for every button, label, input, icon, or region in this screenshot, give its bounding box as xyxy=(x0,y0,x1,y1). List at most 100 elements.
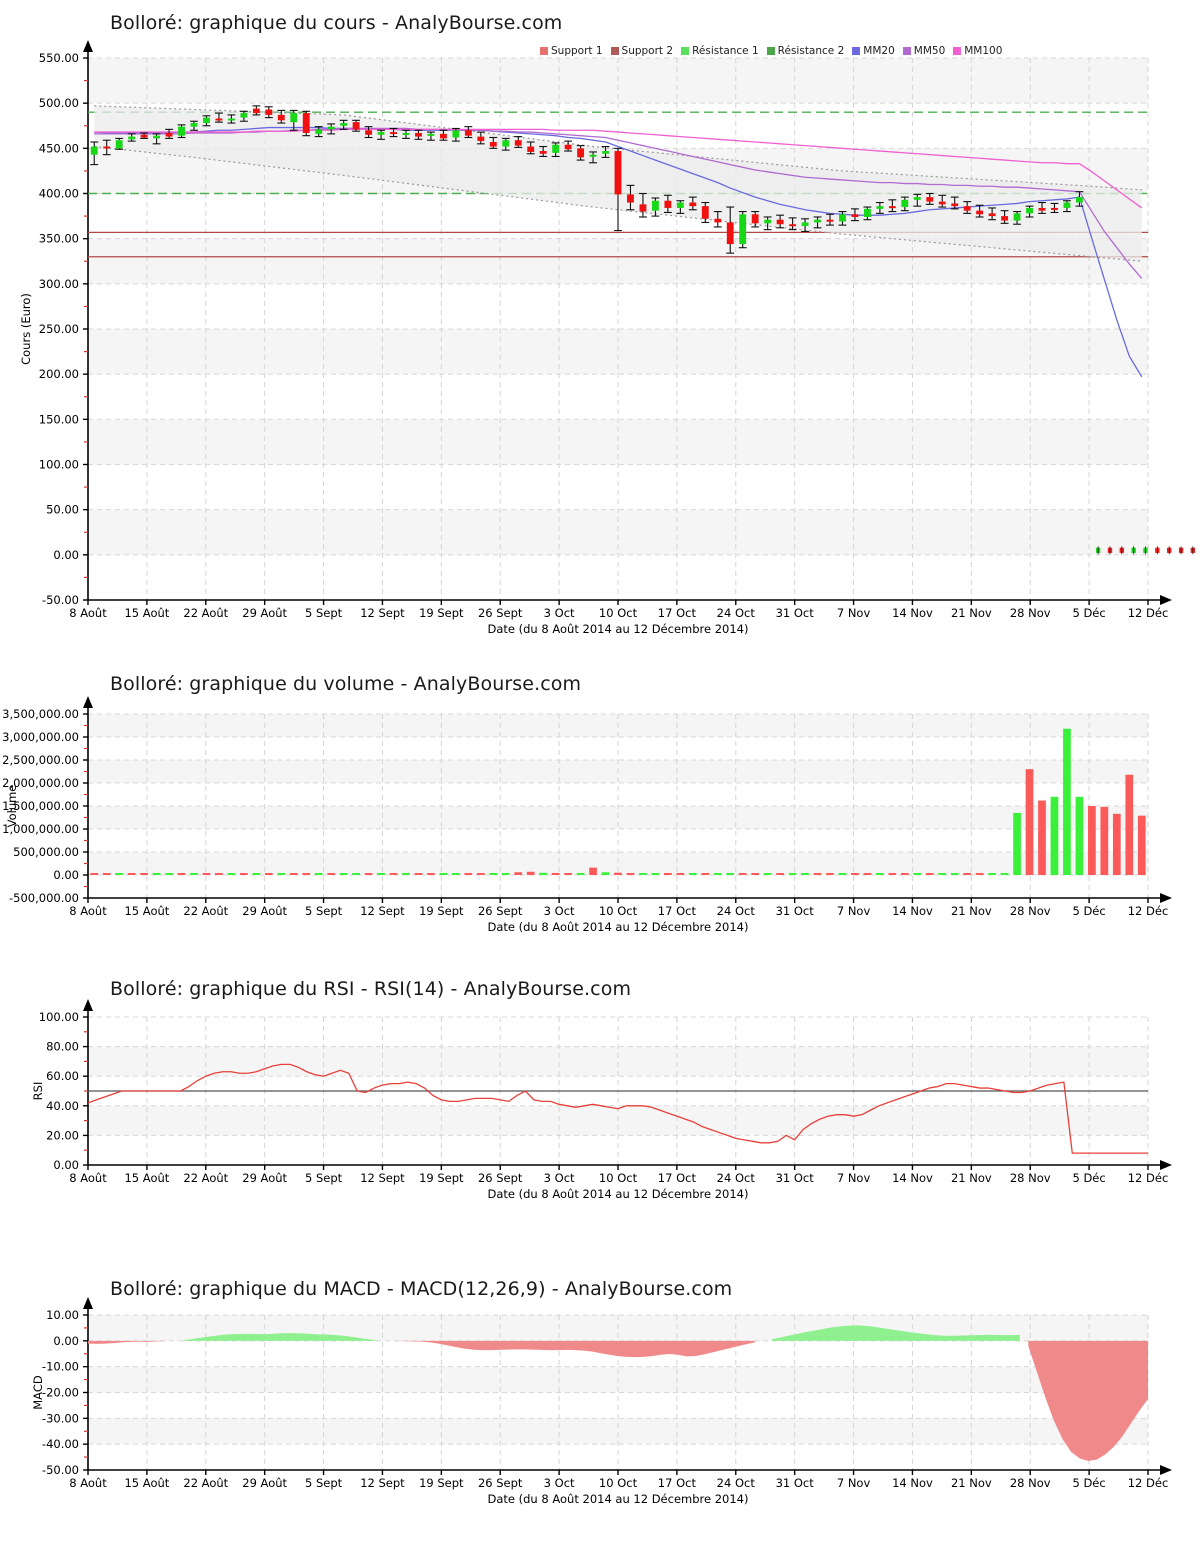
x-axis-tick-label: 7 Nov xyxy=(837,904,871,918)
x-axis-tick-label: 10 Oct xyxy=(599,1171,638,1185)
y-axis-tick-label: 40.00 xyxy=(46,1099,79,1113)
volume-chart-title: Bolloré: graphique du volume - AnalyBour… xyxy=(110,673,582,695)
y-axis-tick-label: 200.00 xyxy=(39,367,79,381)
candle-body xyxy=(1051,207,1058,210)
candle-body xyxy=(726,222,734,245)
candle-body xyxy=(789,224,797,227)
y-axis-tick-label: 80.00 xyxy=(46,1040,79,1054)
legend-item-resistance-1: Résistance 1 xyxy=(681,45,759,57)
volume-bar xyxy=(452,873,460,875)
y-axis-title: MACD xyxy=(31,1375,45,1410)
volume-bar xyxy=(738,873,747,875)
candle-body xyxy=(527,146,535,152)
legend-label-mm100: MM100 xyxy=(964,45,1003,57)
x-axis-tick-label: 8 Août xyxy=(69,904,107,918)
x-axis-tick-label: 26 Sept xyxy=(478,904,523,918)
x-axis-tick-label: 29 Août xyxy=(242,904,287,918)
candle-body xyxy=(814,219,821,223)
candle-body xyxy=(876,206,884,209)
macd-chart-title: Bolloré: graphique du MACD - MACD(12,26,… xyxy=(110,1278,733,1300)
x-axis-tick-label: 5 Sept xyxy=(305,1476,343,1490)
y-axis-tick-label: 0.00 xyxy=(53,868,79,882)
macd-negative-area xyxy=(88,1340,165,1344)
candle-body xyxy=(801,222,809,227)
volume-bar xyxy=(152,873,161,875)
x-axis-tick-label: 12 Déc xyxy=(1128,606,1169,620)
y-axis-tick-label: 100.00 xyxy=(39,458,79,472)
candle-body xyxy=(651,200,659,211)
x-axis-tick-label: 15 Août xyxy=(124,1476,169,1490)
candle-body xyxy=(552,144,560,153)
x-axis-title: Date (du 8 Août 2014 au 12 Décembre 2014… xyxy=(488,622,749,636)
candle-body xyxy=(689,202,697,207)
x-axis-tick-label: 29 Août xyxy=(242,1171,287,1185)
candle-body xyxy=(190,123,198,127)
candle-body xyxy=(427,133,435,136)
candle-body xyxy=(1013,213,1021,221)
legend-label-resistance-2: Résistance 2 xyxy=(777,45,845,57)
volume-bar xyxy=(264,873,273,875)
y-axis-tick-label: 100.00 xyxy=(39,1010,79,1024)
candle-body xyxy=(502,140,510,147)
x-axis-tick-label: 19 Sept xyxy=(419,1171,464,1185)
x-axis-tick-label: 22 Août xyxy=(183,1171,228,1185)
volume-bar xyxy=(1000,873,1009,875)
volume-bar xyxy=(1050,796,1059,875)
volume-bar xyxy=(115,873,124,875)
x-axis-title: Date (du 8 Août 2014 au 12 Décembre 2014… xyxy=(488,1492,749,1506)
legend-swatch-support-2 xyxy=(610,47,619,55)
candle-body xyxy=(751,214,759,224)
rsi-chart-title: Bolloré: graphique du RSI - RSI(14) - An… xyxy=(110,978,632,1000)
macd-chart-svg: -50.00 -40.00 -30.00 -20.00 -10.00 0.00 10.00 8… xyxy=(31,1297,1172,1506)
candle-body xyxy=(926,197,934,202)
volume-bar xyxy=(539,872,548,875)
x-axis-tick-label: 31 Oct xyxy=(776,1171,815,1185)
volume-bar xyxy=(888,873,897,875)
x-axis-title: Date (du 8 Août 2014 au 12 Décembre 2014… xyxy=(488,1187,749,1201)
x-axis-tick-label: 29 Août xyxy=(242,606,287,620)
x-axis-tick-label: 28 Nov xyxy=(1010,904,1051,918)
x-axis-tick-label: 24 Oct xyxy=(717,1171,756,1185)
candle-body xyxy=(577,148,585,158)
x-axis-tick-label: 19 Sept xyxy=(419,1476,464,1490)
legend-label-support-1: Support 1 xyxy=(551,45,603,57)
candle-body xyxy=(265,109,273,115)
legend-swatch-resistance-1 xyxy=(681,47,690,55)
rsi-chart-block: Bolloré: graphique du RSI - RSI(14) - An… xyxy=(0,965,1200,1240)
x-axis-tick-label: 26 Sept xyxy=(478,1171,523,1185)
candle-body xyxy=(951,203,959,207)
candle-body xyxy=(240,113,248,118)
candle-body xyxy=(415,132,422,137)
legend-swatch-mm50 xyxy=(902,47,911,55)
volume-bar xyxy=(364,873,373,875)
volume-bar xyxy=(289,873,298,875)
volume-bar xyxy=(1100,806,1109,875)
candle-body xyxy=(390,132,397,135)
volume-bar xyxy=(327,873,336,875)
candle-body xyxy=(988,213,996,217)
volume-bar xyxy=(1125,774,1134,875)
candle-body xyxy=(103,146,111,149)
price-chart-title: Bolloré: graphique du cours - AnalyBours… xyxy=(110,12,563,34)
volume-bar xyxy=(576,873,585,875)
price-chart-legend: Support 1 Support 2 Résistance 1 Résista… xyxy=(540,45,1007,57)
y-axis-tick-label: 2,500,000.00 xyxy=(2,753,79,767)
x-axis-tick-label: 31 Oct xyxy=(776,606,815,620)
legend-label-mm20: MM20 xyxy=(863,45,895,57)
x-axis-tick-label: 14 Nov xyxy=(892,904,933,918)
x-axis-tick-label: 31 Oct xyxy=(776,1476,815,1490)
candle-body xyxy=(215,118,223,121)
candle-body xyxy=(1075,197,1083,203)
volume-bar xyxy=(626,872,635,875)
y-axis-tick-label: -50.00 xyxy=(42,1463,79,1477)
candle-body xyxy=(589,154,597,157)
macd-positive-area xyxy=(182,1333,379,1341)
volume-bar xyxy=(614,872,622,875)
candle-body xyxy=(1038,207,1046,211)
x-axis-tick-label: 5 Déc xyxy=(1072,606,1105,620)
x-axis-tick-label: 12 Déc xyxy=(1128,1476,1169,1490)
candle-body xyxy=(327,126,335,130)
x-axis-tick-label: 17 Oct xyxy=(658,904,697,918)
macd-chart-block: Bolloré: graphique du MACD - MACD(12,26,… xyxy=(0,1265,1200,1550)
y-axis-tick-label: 0.00 xyxy=(53,1158,79,1172)
